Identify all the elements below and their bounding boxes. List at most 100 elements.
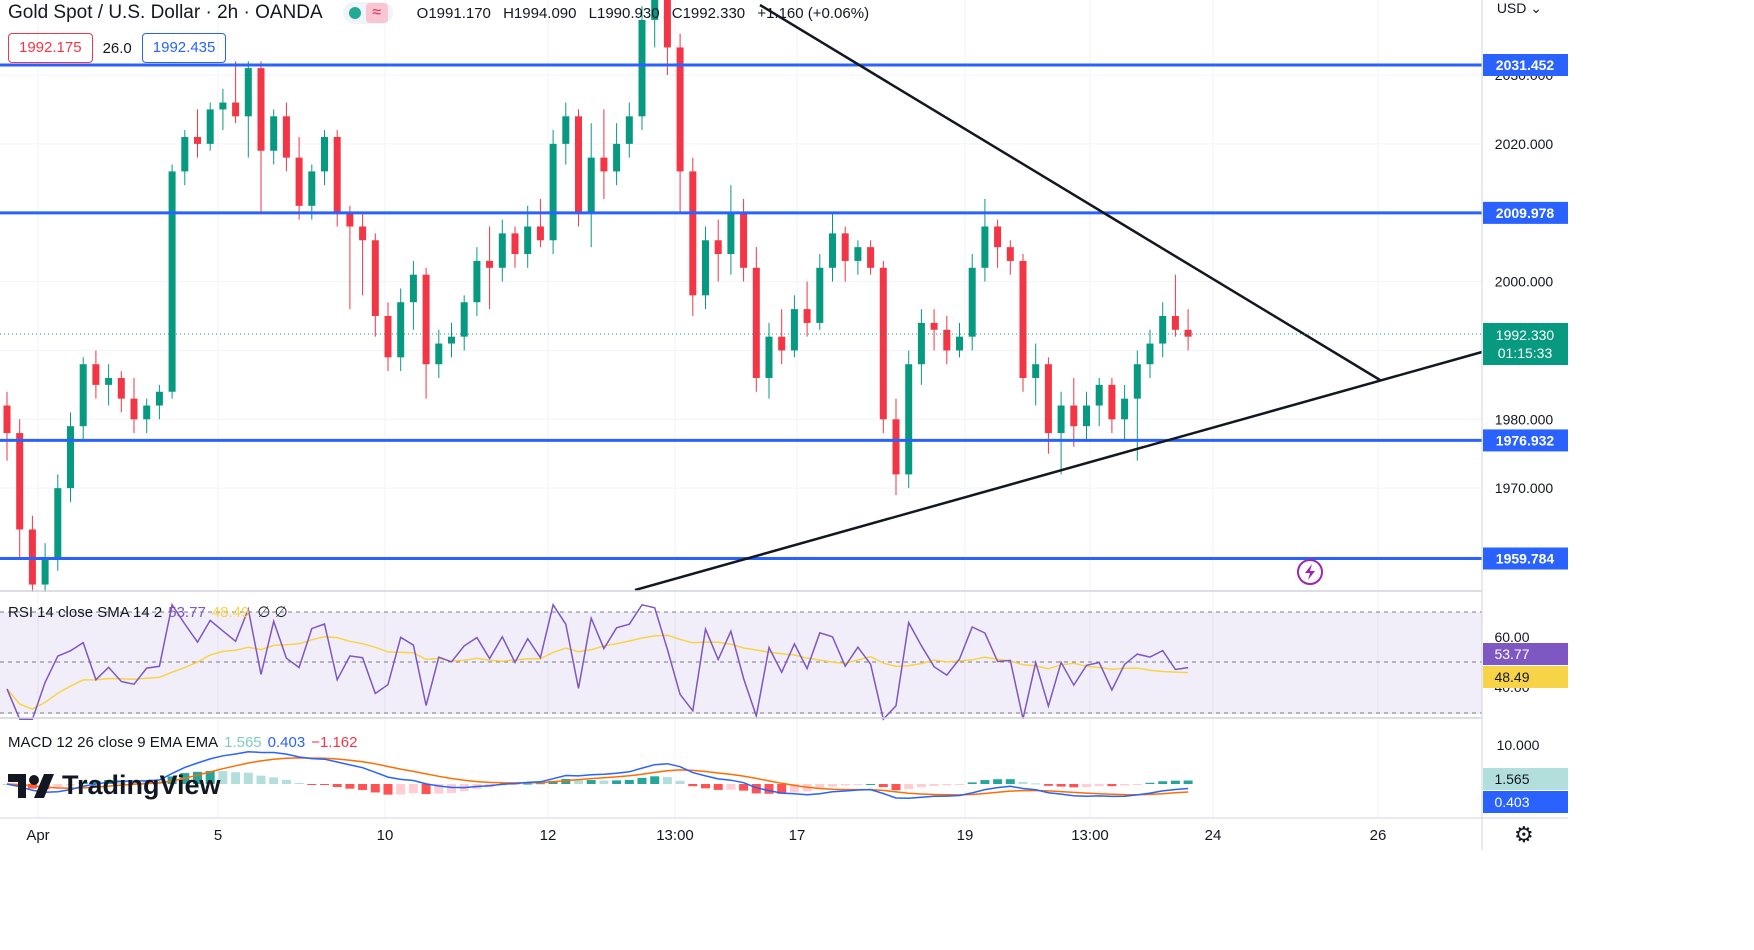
candle (1070, 377, 1078, 447)
candle (587, 123, 595, 248)
gear-icon[interactable]: ⚙ (1514, 822, 1534, 847)
macd-histogram-bar (421, 784, 431, 795)
ascending-trendline[interactable] (634, 350, 1483, 592)
alert-lightning-icon[interactable] (1297, 559, 1323, 585)
macd-histogram-bar (624, 779, 634, 784)
candle (498, 219, 506, 282)
macd-line (6, 750, 1189, 800)
macd-histogram-bar (535, 783, 545, 785)
candle (905, 350, 913, 489)
macd-histogram-bar (574, 780, 583, 784)
macd-histogram-bar (1120, 784, 1130, 786)
candle (968, 254, 976, 351)
candle-body (841, 233, 849, 261)
spread-value: 26.0 (102, 39, 132, 57)
candle (1006, 240, 1014, 275)
rsi-value-tag-label: 53.77 (1494, 646, 1529, 662)
candle (702, 226, 709, 310)
macd-signal-line (6, 757, 1189, 796)
high-value: H1994.090 (503, 4, 577, 22)
candle-body (1006, 247, 1014, 261)
currency-selector[interactable]: USD ⌄ (1497, 0, 1542, 17)
candle-body (575, 116, 582, 213)
macd-histogram-bar (599, 780, 609, 784)
level-price-tag[interactable] (1483, 547, 1568, 570)
macd-histogram-bar (878, 784, 888, 788)
countdown-label: 01:15:33 (1498, 345, 1553, 361)
macd-histogram-bar (980, 780, 990, 784)
macd-histogram-bar (447, 784, 456, 793)
macd-histogram-bar (955, 784, 964, 785)
candle-body (803, 309, 811, 323)
candle (206, 102, 214, 151)
market-status-pill[interactable]: ≈ (342, 2, 393, 24)
level-price-tag[interactable] (1483, 429, 1568, 452)
rsi-legend[interactable]: RSI 14 close SMA 14 2 53.77 48.49 ∅ ∅ (8, 603, 288, 621)
candle-body (244, 68, 252, 117)
candle-body (524, 226, 532, 255)
candle-body (308, 171, 316, 206)
macd-histogram-bar (929, 784, 939, 786)
candle-body (1133, 364, 1141, 399)
macd-histogram-bar (1069, 784, 1079, 788)
candle (524, 205, 532, 268)
candle-body (651, 0, 659, 20)
candle (257, 61, 265, 213)
time-axis[interactable]: Apr 5 10 12 13:00 17 19 13:00 24 26 (26, 827, 1386, 844)
candle (486, 226, 494, 310)
candle (371, 233, 379, 337)
candle-body (257, 68, 265, 151)
macd-histogram-bar (281, 779, 291, 784)
candle-body (1184, 329, 1192, 337)
candle-body (130, 398, 138, 420)
macd-histogram-bar (510, 784, 520, 785)
rsi-sma-value: 48.49 (211, 604, 250, 621)
rsi-value-tag (1483, 643, 1568, 665)
candle (359, 212, 367, 296)
tradingview-logo[interactable]: TradingView (8, 770, 221, 801)
horizontal-levels[interactable] (0, 63, 1482, 561)
candle (92, 350, 100, 399)
macd-histogram-bar (688, 784, 698, 787)
candle-body (625, 116, 633, 144)
candle-body (371, 240, 379, 317)
macd-histogram-bar (1145, 782, 1155, 784)
level-price-tag[interactable] (1483, 201, 1568, 224)
candle-body (1057, 405, 1065, 434)
macd-histogram-bar (561, 778, 571, 784)
current-price-tag[interactable] (1483, 323, 1568, 365)
candle-body (562, 116, 570, 144)
candle-body (981, 226, 989, 268)
descending-trendline[interactable] (759, 3, 1381, 382)
candle-body (346, 212, 354, 227)
symbol-title[interactable]: Gold Spot / U.S. Dollar · 2h · OANDA (8, 2, 323, 23)
candle-body (92, 364, 100, 385)
candle (460, 295, 468, 351)
candle (409, 260, 417, 330)
candle-body (1070, 405, 1078, 427)
level-price-label: 1959.784 (1496, 551, 1555, 567)
candle (562, 102, 570, 165)
candle-body (854, 247, 862, 261)
candle (143, 398, 151, 434)
macd-legend[interactable]: MACD 12 26 close 9 EMA EMA 1.565 0.403 −1.1… (8, 734, 357, 751)
candle (1108, 377, 1116, 434)
price-axis[interactable]: 2030.0002020.0002000.0001980.0001970.000… (1483, 54, 1568, 570)
candle-body (1146, 343, 1154, 365)
candle-body (765, 336, 773, 378)
buy-button[interactable]: 1992.435 (141, 33, 227, 63)
candle-body (384, 316, 392, 358)
macd-histogram-bar (828, 784, 837, 787)
candle (663, 0, 671, 75)
macd-histogram-bar (751, 784, 761, 794)
sell-button[interactable]: 1992.175 (8, 33, 93, 63)
candle (956, 322, 963, 358)
macd-pane[interactable]: 10.000 1.565 0.403 (2, 737, 1569, 813)
candle-body (676, 47, 684, 172)
level-price-tag[interactable] (1483, 54, 1568, 76)
candle (282, 102, 290, 172)
candle (689, 157, 697, 317)
candle-body (41, 557, 49, 585)
